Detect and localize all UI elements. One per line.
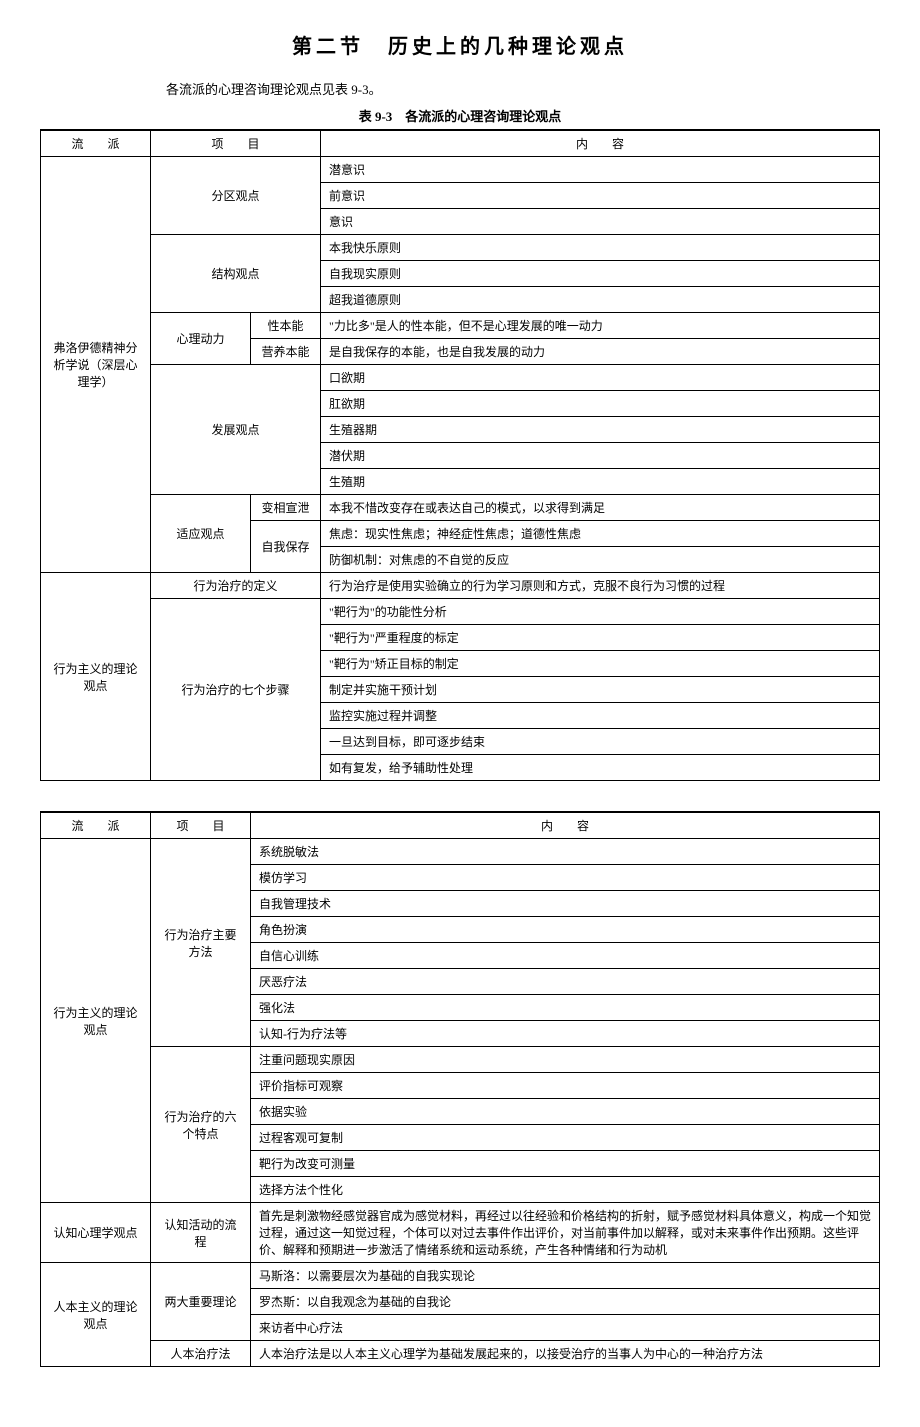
theory-table-1: 流 派 项 目 内 容 弗洛伊德精神分析学说（深层心理学） 分区观点 潜意识 前… [40,129,880,781]
item-definition: 行为治疗的定义 [151,573,321,599]
content-cell: 本我不惜改变存在或表达自己的模式，以求得到满足 [321,495,880,521]
item-structure: 结构观点 [151,235,321,313]
table-header-row: 流 派 项 目 内 容 [41,812,880,839]
item-therapy: 人本治疗法 [151,1341,251,1367]
content-cell: 系统脱敏法 [251,839,880,865]
section-title: 第二节 历史上的几种理论观点 [40,30,880,59]
table-row: 适应观点 变相宣泄 本我不惜改变存在或表达自己的模式，以求得到满足 [41,495,880,521]
content-cell: 口欲期 [321,365,880,391]
content-cell: 依据实验 [251,1099,880,1125]
content-cell: 潜伏期 [321,443,880,469]
content-cell: 自信心训练 [251,943,880,969]
table-row: 发展观点 口欲期 [41,365,880,391]
school-cognitive: 认知心理学观点 [41,1203,151,1263]
content-cell: 前意识 [321,183,880,209]
content-cell: 人本治疗法是以人本主义心理学为基础发展起来的，以接受治疗的当事人为中心的一种治疗… [251,1341,880,1367]
intro-text: 各流派的心理咨询理论观点见表 9-3。 [40,79,880,98]
content-cell: 生殖期 [321,469,880,495]
content-cell: 是自我保存的本能，也是自我发展的动力 [321,339,880,365]
item-adaptation: 适应观点 [151,495,251,573]
table-row: 人本主义的理论观点 两大重要理论 马斯洛：以需要层次为基础的自我实现论 [41,1263,880,1289]
content-cell: 超我道德原则 [321,287,880,313]
content-cell: 角色扮演 [251,917,880,943]
school-humanism: 人本主义的理论观点 [41,1263,151,1367]
content-cell: "靶行为"矫正目标的制定 [321,651,880,677]
content-cell: 潜意识 [321,157,880,183]
content-cell: "靶行为"的功能性分析 [321,599,880,625]
content-cell: 强化法 [251,995,880,1021]
table-row: 行为治疗的七个步骤 "靶行为"的功能性分析 [41,599,880,625]
table-row: 人本治疗法 人本治疗法是以人本主义心理学为基础发展起来的，以接受治疗的当事人为中… [41,1341,880,1367]
table-row: 认知心理学观点 认知活动的流程 首先是刺激物经感觉器官成为感觉材料，再经过以往经… [41,1203,880,1263]
content-cell: 评价指标可观察 [251,1073,880,1099]
sub-item: 自我保存 [251,521,321,573]
content-cell: 意识 [321,209,880,235]
content-cell: 肛欲期 [321,391,880,417]
header-item: 项 目 [151,812,251,839]
content-cell: 首先是刺激物经感觉器官成为感觉材料，再经过以往经验和价格结构的折射，赋予感觉材料… [251,1203,880,1263]
sub-item: 营养本能 [251,339,321,365]
content-cell: "力比多"是人的性本能，但不是心理发展的唯一动力 [321,313,880,339]
item-development: 发展观点 [151,365,321,495]
item-process: 认知活动的流程 [151,1203,251,1263]
item-steps: 行为治疗的七个步骤 [151,599,321,781]
content-cell: 焦虑：现实性焦虑；神经症性焦虑；道德性焦虑 [321,521,880,547]
content-cell: 自我现实原则 [321,261,880,287]
content-cell: 生殖器期 [321,417,880,443]
table-header-row: 流 派 项 目 内 容 [41,130,880,157]
content-cell: 注重问题现实原因 [251,1047,880,1073]
content-cell: 认知-行为疗法等 [251,1021,880,1047]
content-cell: 监控实施过程并调整 [321,703,880,729]
table-row: 行为主义的理论观点 行为治疗的定义 行为治疗是使用实验确立的行为学习原则和方式，… [41,573,880,599]
content-cell: 防御机制：对焦虑的不自觉的反应 [321,547,880,573]
content-cell: 过程客观可复制 [251,1125,880,1151]
content-cell: 本我快乐原则 [321,235,880,261]
theory-table-2: 流 派 项 目 内 容 行为主义的理论观点 行为治疗主要方法 系统脱敏法 模仿学… [40,811,880,1367]
content-cell: 选择方法个性化 [251,1177,880,1203]
header-item: 项 目 [151,130,321,157]
table-row: 行为主义的理论观点 行为治疗主要方法 系统脱敏法 [41,839,880,865]
content-cell: 制定并实施干预计划 [321,677,880,703]
table-row: 结构观点 本我快乐原则 [41,235,880,261]
content-cell: 来访者中心疗法 [251,1315,880,1341]
header-school: 流 派 [41,130,151,157]
school-behaviorism-2: 行为主义的理论观点 [41,839,151,1203]
content-cell: 模仿学习 [251,865,880,891]
table-row: 弗洛伊德精神分析学说（深层心理学） 分区观点 潜意识 [41,157,880,183]
school-freud: 弗洛伊德精神分析学说（深层心理学） [41,157,151,573]
content-cell: 行为治疗是使用实验确立的行为学习原则和方式，克服不良行为习惯的过程 [321,573,880,599]
header-school: 流 派 [41,812,151,839]
content-cell: 如有复发，给予辅助性处理 [321,755,880,781]
school-behaviorism: 行为主义的理论观点 [41,573,151,781]
item-dynamic: 心理动力 [151,313,251,365]
table-caption: 表 9-3 各流派的心理咨询理论观点 [40,106,880,125]
content-cell: 厌恶疗法 [251,969,880,995]
content-cell: 一旦达到目标，即可逐步结束 [321,729,880,755]
content-cell: "靶行为"严重程度的标定 [321,625,880,651]
content-cell: 自我管理技术 [251,891,880,917]
header-content: 内 容 [251,812,880,839]
item-methods: 行为治疗主要方法 [151,839,251,1047]
sub-item: 性本能 [251,313,321,339]
table-row: 心理动力 性本能 "力比多"是人的性本能，但不是心理发展的唯一动力 [41,313,880,339]
content-cell: 靶行为改变可测量 [251,1151,880,1177]
content-cell: 马斯洛：以需要层次为基础的自我实现论 [251,1263,880,1289]
item-features: 行为治疗的六个特点 [151,1047,251,1203]
table-row: 行为治疗的六个特点 注重问题现实原因 [41,1047,880,1073]
header-content: 内 容 [321,130,880,157]
item-division: 分区观点 [151,157,321,235]
sub-item: 变相宣泄 [251,495,321,521]
